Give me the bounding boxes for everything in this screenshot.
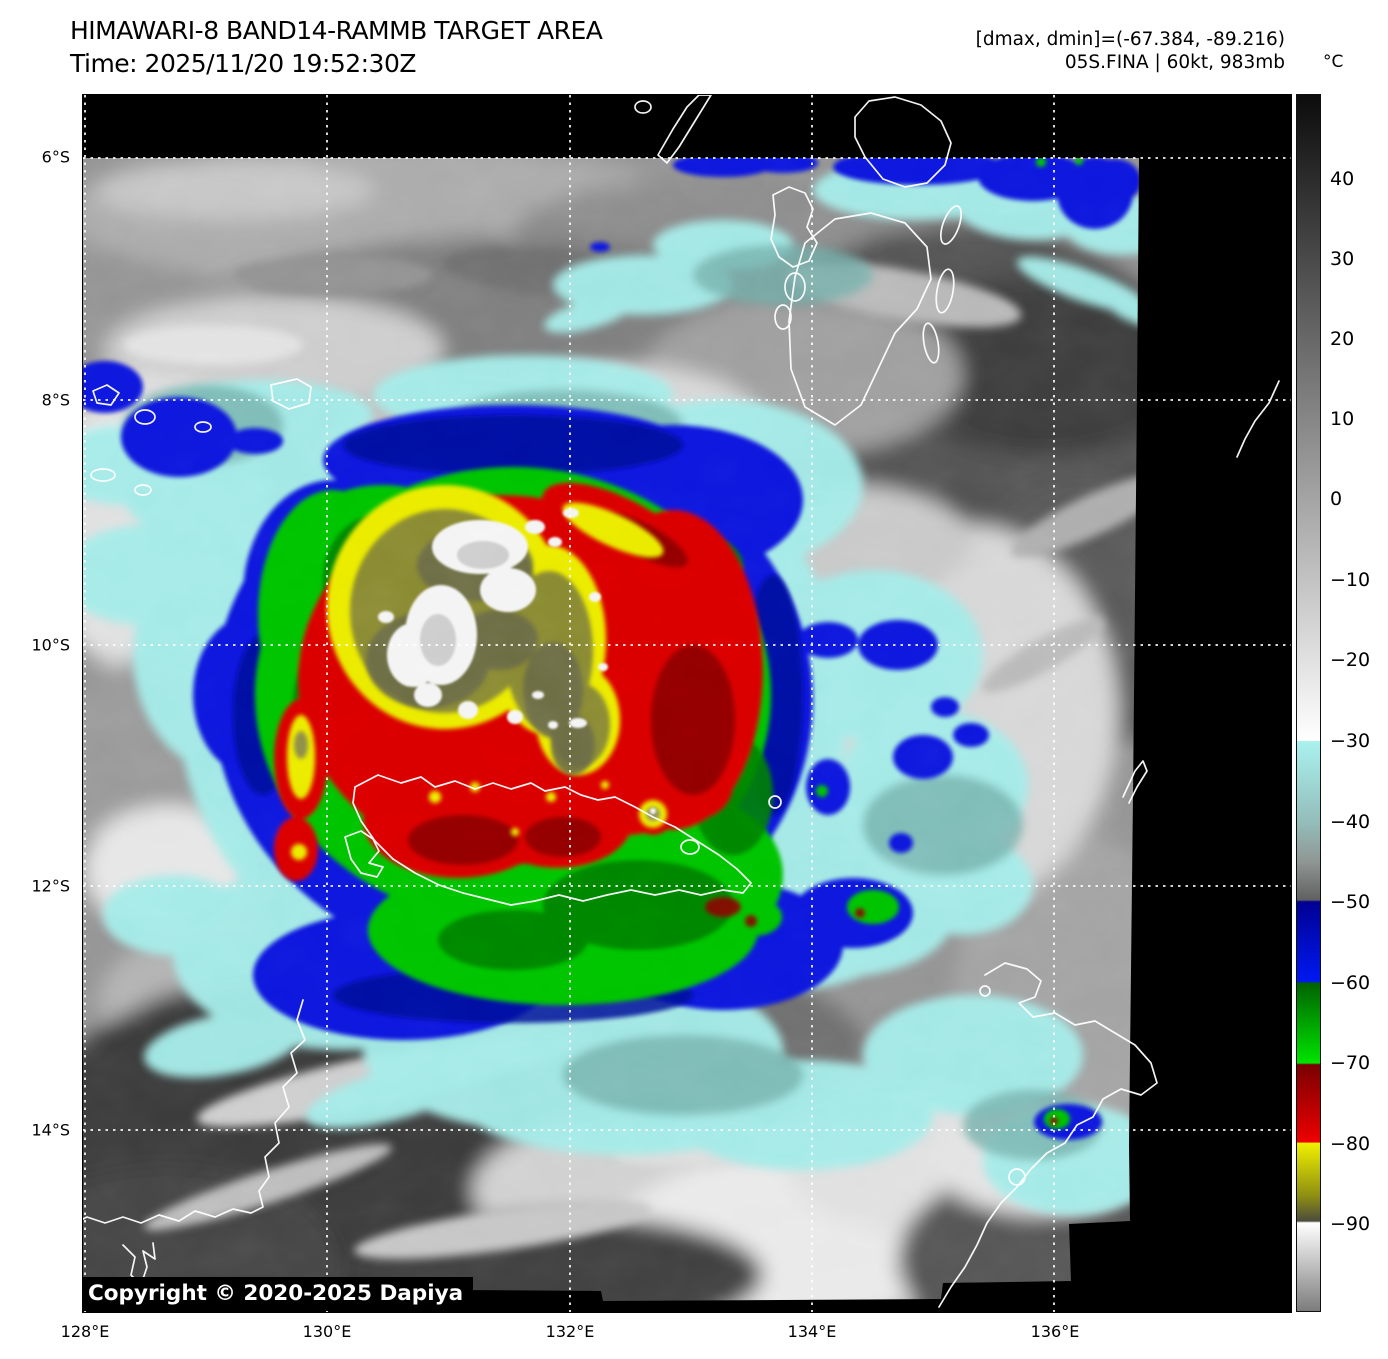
colorbar-tick-label: 10 — [1330, 408, 1355, 430]
colorbar-tick-label: −20 — [1330, 649, 1371, 671]
colorbar-tick-label: −80 — [1330, 1133, 1371, 1155]
colorbar — [1296, 94, 1321, 1312]
colorbar-tick-label: 30 — [1330, 248, 1355, 270]
colorbar-tick-label: −70 — [1330, 1052, 1371, 1074]
lon-grid-label: 130°E — [302, 1322, 352, 1341]
lon-grid-label: 132°E — [545, 1322, 595, 1341]
lat-grid-label: 6°S — [41, 147, 70, 167]
colorbar-tick-label: −90 — [1330, 1213, 1371, 1235]
lat-grid-label: 14°S — [31, 1120, 70, 1140]
satellite-image — [83, 95, 1291, 1312]
lon-grid-label: 134°E — [787, 1322, 837, 1341]
colorbar-tick-label: −40 — [1330, 811, 1371, 833]
colorbar-tick-label: −50 — [1330, 891, 1371, 913]
colorbar-tick-label: −60 — [1330, 972, 1371, 994]
lat-grid-label: 8°S — [41, 390, 70, 410]
colorbar-unit-label: °C — [1323, 52, 1344, 72]
page-title: HIMAWARI-8 BAND14-RAMMB TARGET AREA Time:… — [70, 14, 603, 80]
colorbar-tick-label: 0 — [1330, 488, 1343, 510]
colorbar-tick-label: 20 — [1330, 328, 1355, 350]
annotation-block: [dmax, dmin]=(-67.384, -89.216) 05S.FINA … — [976, 28, 1285, 74]
storm-info-label: 05S.FINA | 60kt, 983mb — [1064, 52, 1285, 73]
colorbar-tick-label: −30 — [1330, 730, 1371, 752]
lon-grid-label: 136°E — [1030, 1322, 1080, 1341]
texture-overlay — [83, 158, 1139, 1302]
data-swath — [83, 158, 1139, 1302]
colorbar-tick-label: 40 — [1330, 168, 1355, 190]
gridlines — [83, 95, 1291, 1312]
lat-grid-label: 12°S — [31, 876, 70, 896]
coastlines — [83, 95, 1280, 1308]
copyright-badge: Copyright © 2020-2025 Dapiya — [83, 1277, 474, 1311]
lon-grid-label: 128°E — [60, 1322, 110, 1341]
colorbar-tick-label: −10 — [1330, 569, 1371, 591]
product-title: HIMAWARI-8 BAND14-RAMMB TARGET AREA — [70, 16, 603, 45]
satellite-map — [82, 94, 1292, 1313]
lat-grid-label: 10°S — [31, 635, 70, 655]
dmax-dmin-label: [dmax, dmin]=(-67.384, -89.216) — [975, 29, 1285, 50]
timestamp-label: Time: 2025/11/20 19:52:30Z — [70, 49, 417, 78]
